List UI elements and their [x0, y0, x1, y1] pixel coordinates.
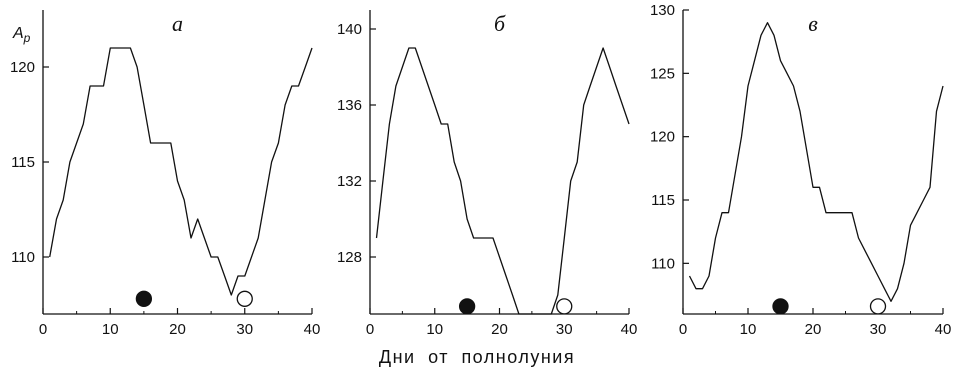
y-tick-label: 130: [650, 2, 675, 19]
new-moon-marker: [772, 298, 789, 315]
chart-panel-3: 0 10 20 30 40 110 115 120 125 130 в: [650, 2, 951, 338]
x-tick-label: 30: [556, 321, 573, 338]
x-tick-label: 20: [169, 321, 186, 338]
y-tick-label: 115: [11, 154, 35, 171]
chart-panel-2: 0 10 20 30 40 128 132 136 140 б: [337, 10, 637, 338]
y-axis-label-main: A: [12, 25, 24, 42]
panel-label: б: [494, 11, 506, 36]
x-tick-label: 40: [304, 321, 321, 338]
x-tick-label: 10: [740, 321, 757, 338]
x-axis-caption: Дни от полнолуния: [378, 347, 576, 367]
y-tick-label: 136: [337, 97, 362, 114]
y-tick-label: 128: [337, 249, 362, 266]
panel-label: в: [808, 11, 818, 36]
y-tick-label: 110: [11, 249, 35, 266]
x-tick-label: 10: [426, 321, 443, 338]
y-tick-label: 110: [651, 255, 675, 272]
x-tick-label: 10: [102, 321, 119, 338]
panel-label: а: [172, 11, 183, 36]
x-tick-label: 20: [805, 321, 822, 338]
series-line: [688, 22, 944, 302]
y-tick-label: 120: [10, 59, 35, 76]
y-axis-label: Ap: [12, 25, 31, 45]
y-tick-label: 125: [650, 65, 675, 82]
x-tick-label: 30: [236, 321, 253, 338]
full-moon-marker: [236, 290, 253, 307]
x-tick-label: 40: [935, 321, 952, 338]
new-moon-marker: [458, 298, 476, 315]
x-tick-label: 30: [870, 321, 887, 338]
x-tick-label: 40: [621, 321, 638, 338]
x-tick-label: 0: [366, 321, 374, 338]
new-moon-marker: [135, 290, 153, 307]
y-tick-label: 115: [651, 192, 675, 209]
x-tick-label: 0: [39, 321, 47, 338]
y-tick-label: 140: [337, 21, 362, 38]
x-tick-label: 0: [679, 321, 687, 338]
full-moon-marker: [556, 298, 573, 315]
y-tick-label: 120: [650, 129, 675, 146]
series-line: [375, 47, 630, 315]
chart-panel-1: 0 10 20 30 40 110 115 120 Ap а: [10, 10, 320, 338]
full-moon-marker: [869, 298, 887, 315]
y-axis-label-sub: p: [23, 31, 31, 45]
series-line: [49, 47, 313, 296]
y-tick-label: 132: [337, 173, 362, 190]
x-tick-label: 20: [491, 321, 508, 338]
